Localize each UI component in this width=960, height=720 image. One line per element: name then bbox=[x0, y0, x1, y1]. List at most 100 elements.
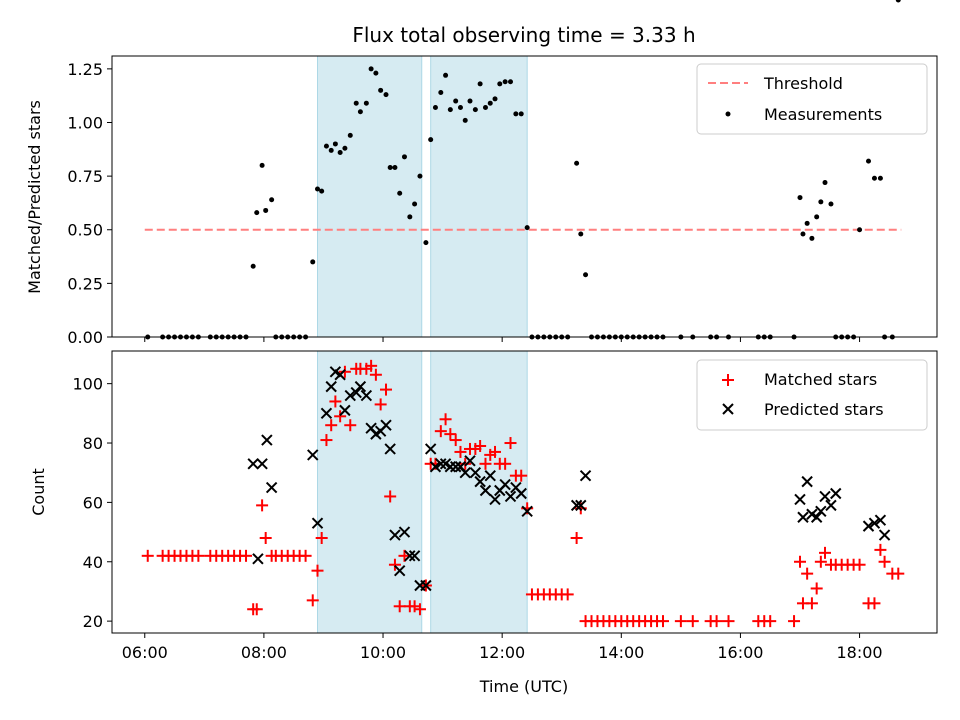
measurement-point bbox=[353, 100, 359, 106]
matched-star-point bbox=[259, 532, 272, 545]
measurement-point bbox=[423, 240, 429, 246]
measurement-point bbox=[574, 160, 580, 166]
matched-star-point bbox=[299, 549, 312, 562]
predicted-star-point bbox=[499, 478, 511, 491]
y-tick-label: 40 bbox=[83, 553, 103, 572]
measurement-point bbox=[447, 107, 453, 113]
measurement-point bbox=[583, 272, 589, 278]
measurement-point bbox=[432, 104, 438, 110]
measurement-point bbox=[407, 214, 413, 220]
x-tick-label: 10:00 bbox=[360, 643, 406, 662]
measurement-point bbox=[254, 210, 260, 216]
matched-star-point bbox=[764, 615, 777, 628]
legend-predicted-swatch bbox=[722, 403, 734, 415]
measurement-point bbox=[368, 66, 374, 72]
matched-star-point bbox=[656, 615, 669, 628]
legend-frame-bottom bbox=[696, 359, 928, 431]
predicted-star-point bbox=[484, 469, 496, 482]
predicted-star-point bbox=[489, 493, 501, 506]
matched-star-point bbox=[408, 600, 421, 613]
matched-star-point bbox=[192, 549, 205, 562]
legend-measurements-swatch bbox=[725, 111, 731, 117]
measurement-point bbox=[342, 145, 348, 151]
matched-star-point bbox=[801, 567, 814, 580]
measurement-point bbox=[814, 214, 820, 220]
y-tick-label: 100 bbox=[72, 375, 103, 394]
matched-star-point bbox=[814, 555, 827, 568]
predicted-star-point bbox=[825, 499, 837, 512]
measurement-point bbox=[323, 143, 329, 149]
predicted-star-point bbox=[570, 499, 583, 512]
measurement-point bbox=[328, 147, 334, 153]
matched-star-point bbox=[325, 419, 338, 432]
matched-star-point bbox=[810, 582, 823, 595]
matched-star-point bbox=[250, 603, 263, 616]
measurement-point bbox=[462, 117, 468, 123]
predicted-star-point bbox=[261, 434, 273, 446]
plot-frame-top bbox=[111, 55, 938, 338]
matched-star-point bbox=[489, 445, 502, 458]
matched-star-point bbox=[499, 457, 512, 470]
matched-star-point bbox=[338, 365, 351, 378]
y-axis-ratio: 0.00 0.25 0.50 0.75 1.00 1.25 bbox=[67, 60, 112, 347]
matched-star-point bbox=[570, 532, 583, 545]
matched-star-point bbox=[561, 588, 574, 601]
x-tick-label: 08:00 bbox=[241, 643, 287, 662]
matched-star-point bbox=[344, 419, 357, 432]
x-tick-label: 12:00 bbox=[479, 643, 525, 662]
predicted-star-points bbox=[247, 366, 891, 592]
predicted-star-point bbox=[380, 419, 392, 431]
x-tick-label: 16:00 bbox=[717, 643, 763, 662]
measurement-point bbox=[524, 225, 530, 231]
measurement-point bbox=[797, 195, 803, 201]
measurement-point bbox=[332, 141, 338, 147]
panel-ratio: 0.00 0.25 0.50 0.75 1.00 1.25 Matched/Predict… bbox=[25, 0, 938, 347]
matched-star-point bbox=[334, 410, 347, 423]
matched-star-point bbox=[240, 549, 253, 562]
measurement-point bbox=[263, 207, 269, 213]
measurement-point bbox=[259, 162, 265, 168]
y-tick-label: 0.75 bbox=[67, 167, 103, 186]
matched-star-point bbox=[722, 615, 735, 628]
measurement-point bbox=[397, 190, 403, 196]
predicted-star-point bbox=[819, 490, 831, 503]
measurement-point bbox=[428, 137, 434, 143]
y-axis-label-ratio: Matched/Predicted stars bbox=[25, 100, 44, 294]
measurement-point bbox=[497, 81, 503, 87]
measurement-point bbox=[800, 231, 806, 237]
measurement-point bbox=[857, 227, 863, 233]
measurement-point bbox=[513, 111, 519, 117]
matched-star-point bbox=[439, 413, 452, 426]
matched-star-point bbox=[311, 564, 324, 577]
measurement-point bbox=[315, 186, 321, 192]
predicted-star-point bbox=[810, 511, 823, 523]
matched-star-point bbox=[686, 615, 699, 628]
measurement-point bbox=[373, 70, 379, 76]
measurement-point bbox=[417, 173, 423, 179]
measurement-point bbox=[482, 104, 488, 110]
matched-star-point bbox=[454, 445, 467, 458]
measurement-point bbox=[392, 165, 398, 171]
legend-matched-label: Matched stars bbox=[764, 370, 877, 389]
x-tick-label: 18:00 bbox=[837, 643, 883, 662]
predicted-star-point bbox=[311, 517, 324, 529]
predicted-star-point bbox=[389, 529, 401, 541]
measurement-point bbox=[818, 199, 824, 205]
predicted-star-point bbox=[325, 380, 337, 393]
plot-frame-bottom bbox=[111, 350, 938, 634]
predicted-star-point bbox=[252, 553, 264, 565]
predicted-star-point bbox=[794, 493, 806, 506]
measurement-point bbox=[467, 98, 473, 104]
predicted-star-point bbox=[504, 490, 517, 503]
measurement-point bbox=[378, 87, 384, 93]
predicted-star-point bbox=[579, 469, 592, 482]
predicted-star-point bbox=[515, 487, 527, 500]
predicted-star-point bbox=[344, 389, 356, 402]
y-tick-label: 1.00 bbox=[67, 113, 103, 132]
predicted-star-point bbox=[265, 481, 278, 494]
matched-star-point bbox=[819, 546, 832, 559]
predicted-star-point bbox=[459, 466, 471, 479]
predicted-star-point bbox=[398, 526, 411, 538]
panel-count: 20 40 60 80 100 06:00 08:00 10:00 12:00 14:00 16:… bbox=[29, 350, 938, 696]
